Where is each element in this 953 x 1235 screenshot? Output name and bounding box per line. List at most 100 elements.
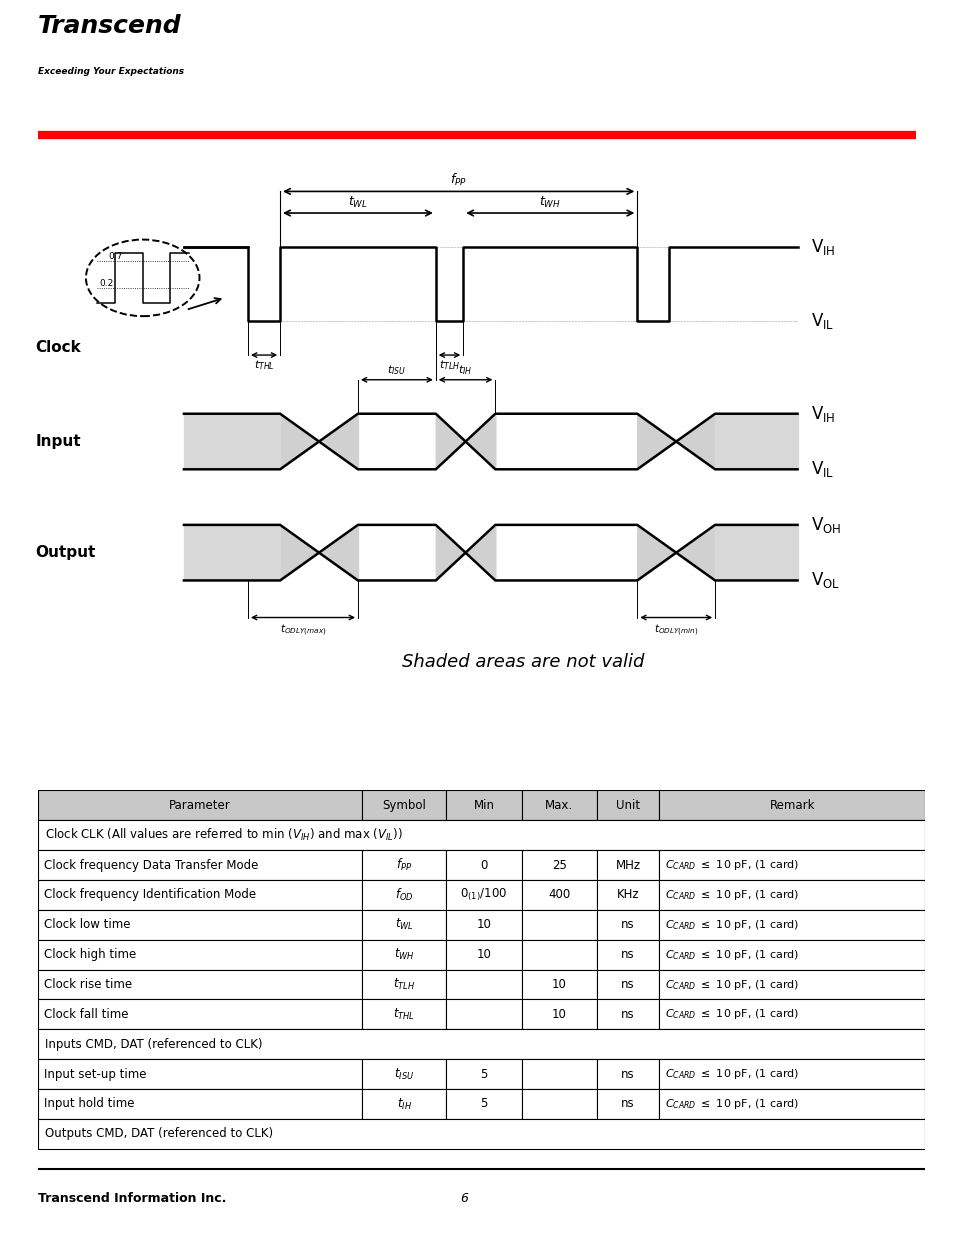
Text: Remark: Remark	[769, 799, 814, 811]
Bar	[597, 1060, 659, 1089]
Bar	[597, 969, 659, 999]
Bar	[361, 940, 446, 969]
Text: $t_{IH}$: $t_{IH}$	[396, 1097, 411, 1112]
Text: $t_{WH}$: $t_{WH}$	[538, 195, 560, 210]
Text: $t_{WL}$: $t_{WL}$	[348, 195, 368, 210]
Text: Parameter: Parameter	[169, 799, 231, 811]
Text: 400: 400	[548, 888, 570, 902]
Bar	[659, 881, 924, 910]
Text: $t_{THL}$: $t_{THL}$	[253, 358, 274, 372]
Bar	[659, 999, 924, 1029]
Bar	[659, 850, 924, 881]
Text: $\mathregular{V_{OL}}$: $\mathregular{V_{OL}}$	[810, 571, 840, 590]
Text: Inputs CMD, DAT (referenced to CLK): Inputs CMD, DAT (referenced to CLK)	[45, 1037, 262, 1051]
Text: Clock: Clock	[35, 340, 81, 354]
Bar	[361, 1089, 446, 1119]
Text: $t_{TLH}$: $t_{TLH}$	[393, 977, 415, 992]
Bar	[446, 1060, 521, 1089]
Text: Exceeding Your Expectations: Exceeding Your Expectations	[38, 67, 184, 75]
Text: $C_{CARD}$ $\leq$ 10 pF, (1 card): $C_{CARD}$ $\leq$ 10 pF, (1 card)	[665, 888, 799, 902]
Text: $t_{IH}$: $t_{IH}$	[458, 363, 472, 377]
Text: $C_{CARD}$ $\leq$ 10 pF, (1 card): $C_{CARD}$ $\leq$ 10 pF, (1 card)	[665, 947, 799, 962]
Bar	[446, 850, 521, 881]
Text: 10: 10	[476, 919, 491, 931]
Bar	[38, 820, 924, 850]
Bar	[446, 910, 521, 940]
Bar	[659, 790, 924, 820]
Text: ns: ns	[620, 1098, 635, 1110]
Text: $C_{CARD}$ $\leq$ 10 pF, (1 card): $C_{CARD}$ $\leq$ 10 pF, (1 card)	[665, 858, 799, 872]
Bar	[361, 881, 446, 910]
Bar	[659, 1060, 924, 1089]
Text: $\mathregular{V_{IH}}$: $\mathregular{V_{IH}}$	[810, 237, 835, 257]
Bar	[38, 969, 361, 999]
Bar	[597, 910, 659, 940]
Text: Min: Min	[473, 799, 494, 811]
Text: $t_{ISU}$: $t_{ISU}$	[387, 363, 406, 377]
Bar	[38, 1089, 361, 1119]
Bar	[38, 1060, 361, 1089]
Text: Input hold time: Input hold time	[45, 1098, 134, 1110]
Text: 10: 10	[552, 978, 566, 990]
Text: Max.: Max.	[545, 799, 573, 811]
Bar	[659, 910, 924, 940]
Text: Clock low time: Clock low time	[45, 919, 131, 931]
Bar	[521, 790, 597, 820]
Text: $C_{CARD}$ $\leq$ 10 pF, (1 card): $C_{CARD}$ $\leq$ 10 pF, (1 card)	[665, 1008, 799, 1021]
Text: Unit: Unit	[616, 799, 639, 811]
Bar	[521, 1089, 597, 1119]
Text: 5: 5	[479, 1098, 487, 1110]
Text: $\mathregular{V_{IL}}$: $\mathregular{V_{IL}}$	[810, 459, 834, 479]
Text: Input set-up time: Input set-up time	[45, 1067, 147, 1081]
Bar	[521, 881, 597, 910]
Text: $f_{PP}$: $f_{PP}$	[395, 857, 412, 873]
Text: ns: ns	[620, 919, 635, 931]
Text: 6: 6	[459, 1192, 468, 1205]
Text: $C_{CARD}$ $\leq$ 10 pF, (1 card): $C_{CARD}$ $\leq$ 10 pF, (1 card)	[665, 1097, 799, 1112]
Text: $t_{WH}$: $t_{WH}$	[394, 947, 414, 962]
Text: 10: 10	[476, 948, 491, 961]
Text: Clock frequency Identification Mode: Clock frequency Identification Mode	[45, 888, 256, 902]
Bar	[446, 969, 521, 999]
Bar	[446, 790, 521, 820]
Bar	[361, 969, 446, 999]
Bar	[361, 790, 446, 820]
Bar	[659, 940, 924, 969]
Bar	[361, 1060, 446, 1089]
Text: $t_{ODLY(max)}$: $t_{ODLY(max)}$	[279, 622, 326, 637]
Text: ns: ns	[620, 978, 635, 990]
Text: ns: ns	[620, 948, 635, 961]
Bar	[446, 999, 521, 1029]
Text: $f_{OD}$: $f_{OD}$	[395, 887, 413, 903]
Bar	[38, 790, 361, 820]
Bar	[597, 850, 659, 881]
Bar	[521, 910, 597, 940]
Text: Transcend: Transcend	[38, 15, 182, 38]
Text: $\mathregular{V_{IL}}$: $\mathregular{V_{IL}}$	[810, 311, 834, 331]
Bar	[38, 850, 361, 881]
Bar	[361, 850, 446, 881]
Bar	[38, 910, 361, 940]
Text: $t_{THL}$: $t_{THL}$	[393, 1007, 415, 1021]
Bar	[597, 999, 659, 1029]
Text: 10: 10	[552, 1008, 566, 1021]
Bar	[521, 1060, 597, 1089]
Text: $\mathregular{V_{IH}}$: $\mathregular{V_{IH}}$	[810, 404, 835, 424]
Text: Input: Input	[35, 433, 81, 450]
Bar	[38, 1029, 924, 1060]
Text: 0.7: 0.7	[109, 252, 123, 261]
Text: Shaded areas are not valid: Shaded areas are not valid	[401, 653, 643, 671]
Text: $t_{WL}$: $t_{WL}$	[395, 918, 414, 932]
Bar	[446, 881, 521, 910]
Text: MHz: MHz	[615, 858, 640, 872]
Text: Clock rise time: Clock rise time	[45, 978, 132, 990]
Text: ns: ns	[620, 1008, 635, 1021]
Bar	[597, 790, 659, 820]
Text: $C_{CARD}$ $\leq$ 10 pF, (1 card): $C_{CARD}$ $\leq$ 10 pF, (1 card)	[665, 1067, 799, 1081]
Text: Output: Output	[35, 545, 96, 561]
Bar	[38, 999, 361, 1029]
Text: 5: 5	[479, 1067, 487, 1081]
Bar	[659, 1089, 924, 1119]
Text: $C_{CARD}$ $\leq$ 10 pF, (1 card): $C_{CARD}$ $\leq$ 10 pF, (1 card)	[665, 978, 799, 992]
Text: $t_{ISU}$: $t_{ISU}$	[394, 1067, 414, 1082]
